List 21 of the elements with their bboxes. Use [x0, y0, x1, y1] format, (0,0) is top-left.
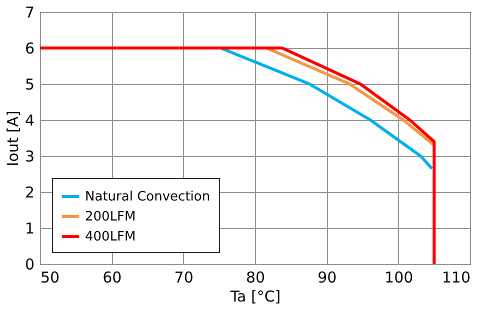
legend-label: 200LFM	[85, 210, 136, 224]
x-tick-label: 100	[384, 268, 414, 286]
y-tick-label: 2	[24, 184, 34, 202]
x-axis-title: Ta [°C]	[229, 288, 281, 306]
x-tick-label: 70	[174, 268, 194, 286]
x-tick-label: 90	[318, 268, 337, 286]
y-tick-label: 3	[24, 148, 34, 166]
y-tick-label: 7	[24, 4, 34, 22]
x-tick-label: 80	[246, 268, 266, 286]
x-tick-label: 110	[442, 268, 470, 286]
legend-label: Natural Convection	[85, 190, 210, 204]
y-tick-label: 0	[24, 256, 34, 274]
line-series	[38, 46, 436, 266]
y-tick-label: 4	[24, 112, 34, 130]
legend-label: 400LFM	[85, 230, 136, 244]
y-tick-label: 1	[24, 220, 34, 238]
x-tick-label: 50	[40, 268, 60, 286]
y-tick-label: 6	[24, 40, 34, 58]
x-tick-label: 60	[102, 268, 122, 286]
y-axis-title: Iout [A]	[4, 110, 22, 166]
y-tick-label: 5	[24, 76, 34, 94]
